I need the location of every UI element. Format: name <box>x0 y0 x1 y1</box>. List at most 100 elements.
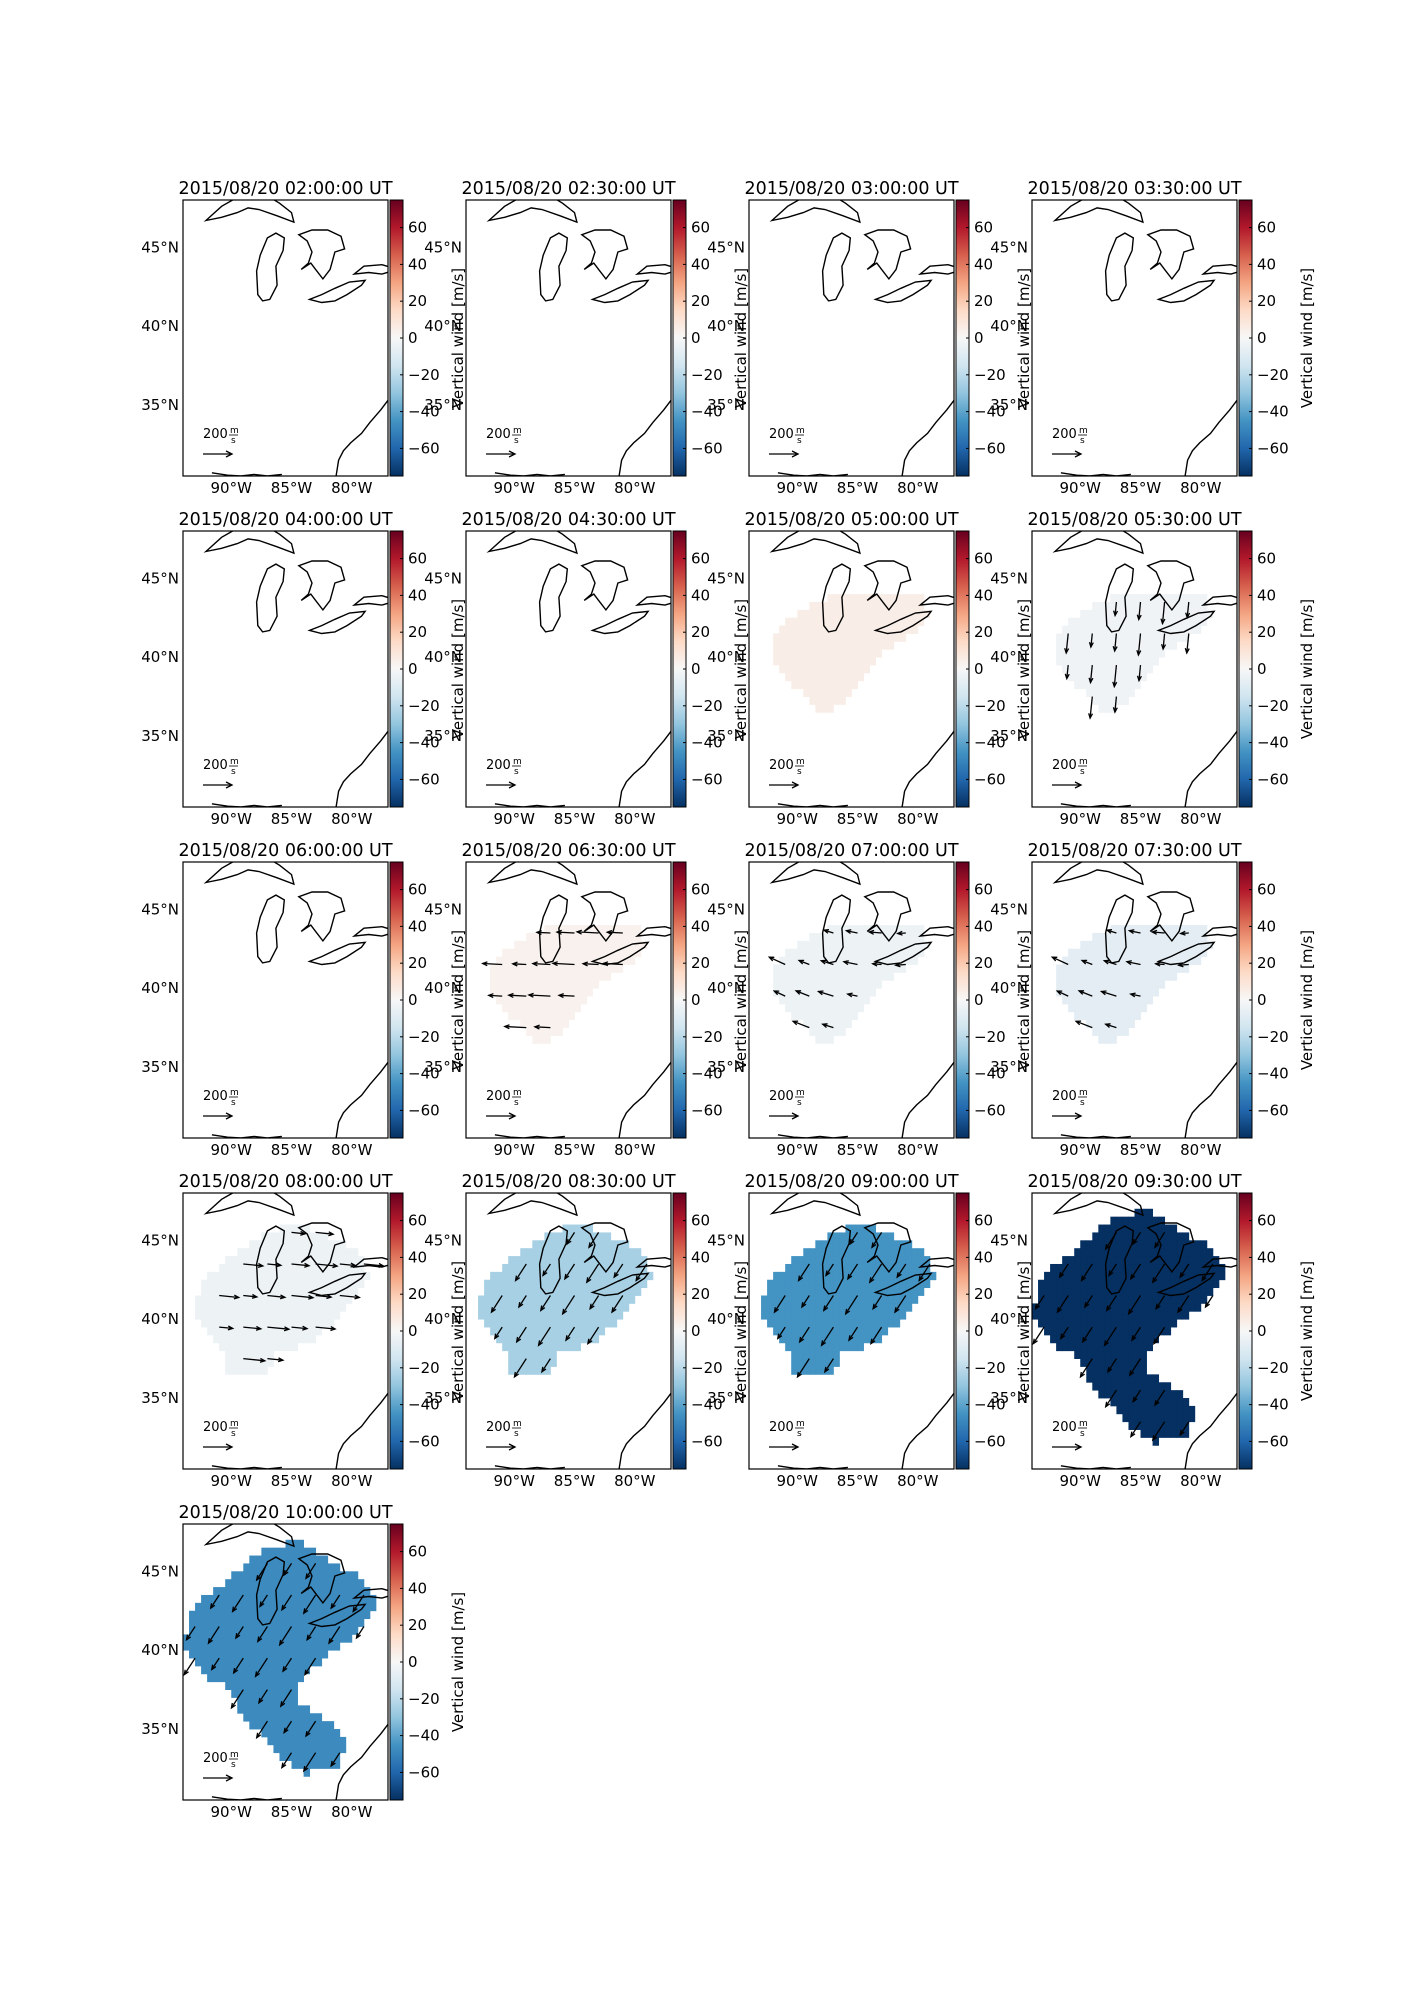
wind-cell <box>893 964 901 973</box>
wind-cell <box>225 1327 232 1336</box>
wind-cell <box>303 1610 311 1620</box>
wind-cell <box>243 1681 250 1690</box>
wind-cell <box>1062 633 1069 642</box>
wind-cell <box>1170 948 1178 958</box>
wind-cell <box>309 1334 317 1344</box>
wind-cell <box>1092 972 1099 981</box>
wind-cell <box>1158 1216 1166 1225</box>
wind-cell <box>303 1271 311 1281</box>
wind-cell <box>803 1011 810 1021</box>
wind-cell <box>1074 956 1081 965</box>
wind-cell <box>803 1311 810 1320</box>
wind-cell <box>1104 641 1111 650</box>
wind-cell <box>1068 657 1075 666</box>
wind-cell <box>1182 1271 1190 1281</box>
wind-cell <box>845 964 852 973</box>
wind-cell <box>556 1295 563 1304</box>
wind-cell <box>315 1555 323 1564</box>
wind-cell <box>797 964 804 973</box>
wind-cell <box>231 1602 238 1612</box>
wind-cell <box>803 633 810 642</box>
wind-cell <box>857 617 864 627</box>
wind-cell <box>833 972 840 981</box>
reference-vector-unit-den: s <box>514 1429 519 1439</box>
colorbar-label: Vertical wind [m/s] <box>449 268 467 408</box>
wind-cell <box>1128 1011 1135 1021</box>
wind-cell <box>1080 617 1087 627</box>
wind-cell <box>869 1311 877 1320</box>
wind-cell <box>815 696 822 705</box>
wind-arrow-head <box>1034 1303 1041 1311</box>
wind-cell <box>851 665 858 674</box>
wind-cell <box>845 680 852 690</box>
wind-cell <box>225 1271 232 1281</box>
wind-cell <box>261 1665 268 1675</box>
wind-cell <box>1104 980 1111 989</box>
wind-cell <box>231 1271 238 1281</box>
wind-cell <box>1122 972 1129 981</box>
wind-cell <box>845 657 852 666</box>
wind-cell <box>1068 996 1075 1005</box>
wind-cell <box>839 1311 846 1320</box>
wind-cell <box>887 633 895 642</box>
lat-tick-label: 40°N <box>424 1310 462 1328</box>
wind-cell <box>887 1279 895 1289</box>
wind-cell <box>1068 1303 1075 1312</box>
wind-cell <box>496 980 503 989</box>
wind-arrow-head <box>257 1262 265 1269</box>
wind-cell <box>339 1579 347 1588</box>
wind-cell <box>1110 1311 1117 1320</box>
wind-cell <box>1140 948 1147 958</box>
wind-cell <box>255 1642 262 1651</box>
wind-cell <box>291 1240 298 1249</box>
wind-cell <box>881 948 889 958</box>
wind-arrow <box>219 1326 233 1330</box>
wind-cell <box>255 1563 262 1572</box>
wind-cell <box>243 1579 250 1588</box>
wind-cell <box>261 1634 268 1643</box>
wind-arrow-head <box>511 961 518 967</box>
wind-cell <box>321 1721 329 1730</box>
wind-cell <box>1104 1003 1111 1013</box>
wind-cell <box>1206 1287 1214 1296</box>
wind-cell <box>291 1665 298 1675</box>
wind-cell <box>556 1287 563 1296</box>
lon-tick-label: 85°W <box>837 1472 879 1490</box>
wind-cell <box>544 932 551 942</box>
wind-cell <box>1188 1263 1196 1273</box>
wind-cell <box>1170 1271 1178 1281</box>
panel-title: 2015/08/20 06:00:00 UT <box>178 841 392 861</box>
wind-cell <box>1122 649 1129 658</box>
wind-arrow <box>259 1594 268 1607</box>
wind-cell <box>249 1713 256 1722</box>
wind-cell <box>1170 1287 1178 1296</box>
coastline <box>1184 1392 1237 1469</box>
wind-cell <box>851 1287 858 1296</box>
wind-arrow <box>1154 1232 1166 1248</box>
map-area <box>767 862 954 1138</box>
wind-cell <box>568 948 575 958</box>
wind-arrow-head <box>1112 707 1118 714</box>
wind-cell <box>315 1256 323 1265</box>
wind-cell <box>333 1256 341 1265</box>
wind-cell <box>797 641 804 650</box>
wind-cell <box>773 980 780 989</box>
wind-cell <box>1116 972 1123 981</box>
wind-cell <box>803 972 810 981</box>
wind-cell <box>586 1287 594 1296</box>
wind-cell <box>1146 1208 1153 1218</box>
wind-cell <box>550 948 557 958</box>
wind-cell <box>315 1311 323 1320</box>
wind-cell <box>1128 601 1135 611</box>
wind-cell <box>875 601 883 611</box>
wind-cell <box>1194 625 1202 634</box>
wind-cell <box>213 1303 220 1312</box>
wind-cell <box>267 1729 274 1738</box>
wind-cell <box>327 1295 335 1304</box>
wind-cell <box>875 1319 883 1328</box>
wind-cell <box>875 948 883 958</box>
wind-cell <box>508 964 515 973</box>
wind-cell <box>249 1563 256 1572</box>
wind-arrow-head <box>1127 1308 1134 1316</box>
